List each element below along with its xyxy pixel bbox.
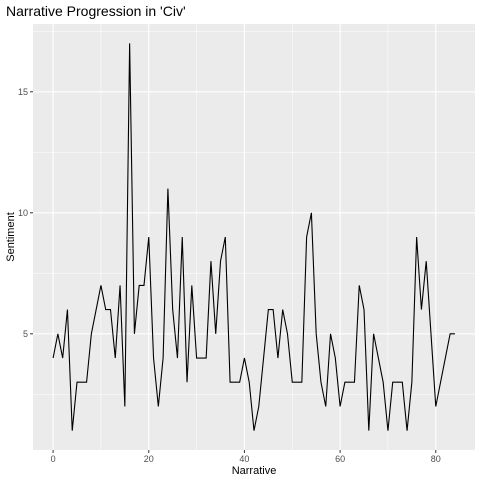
y-tick-label: 10 [18, 208, 28, 218]
y-tick-label: 15 [18, 87, 28, 97]
x-tick-label: 40 [239, 454, 249, 464]
panel-background [33, 24, 475, 450]
x-tick-label: 60 [335, 454, 345, 464]
plot-panel [33, 24, 475, 450]
x-tick-label: 80 [431, 454, 441, 464]
x-tick-label: 0 [51, 454, 56, 464]
y-axis-title: Sentiment [5, 212, 17, 262]
x-axis-title: Narrative [232, 465, 277, 477]
chart-title: Narrative Progression in 'Civ' [6, 3, 186, 19]
x-tick-label: 20 [144, 454, 154, 464]
series-line-0 [52, 43, 455, 431]
y-tick-label: 5 [23, 329, 28, 339]
